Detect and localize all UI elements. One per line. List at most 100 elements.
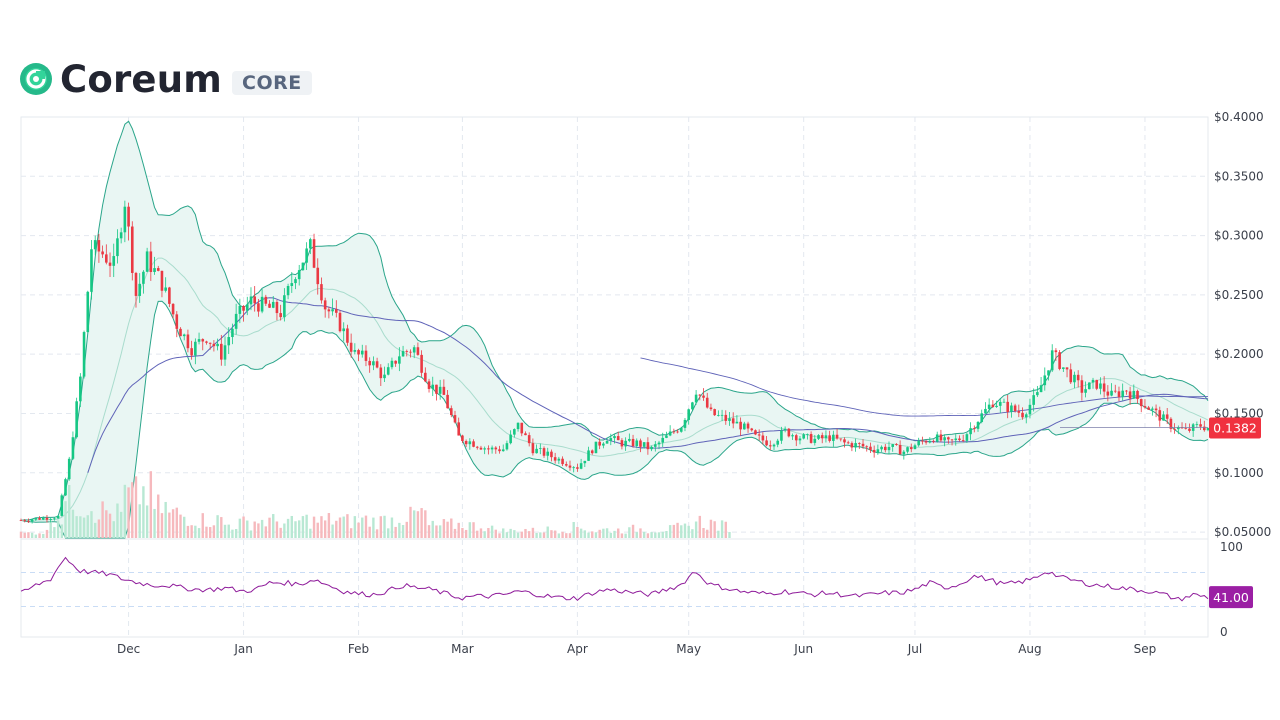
volume-bar [309, 528, 312, 538]
candle-body [264, 296, 268, 304]
current-price-value: 0.1382 [1213, 420, 1257, 435]
candle [182, 333, 186, 341]
candle-body [891, 444, 895, 447]
candle-body [969, 428, 972, 435]
candle-body [650, 446, 653, 450]
candle-body [709, 407, 713, 410]
candle [720, 409, 724, 422]
candle-body [865, 446, 869, 448]
candle-body [238, 306, 242, 314]
candle [980, 409, 984, 424]
candle-body [720, 414, 724, 416]
candle-body [67, 458, 71, 480]
candle [932, 439, 935, 444]
candle [190, 340, 193, 360]
candle [620, 438, 624, 450]
volume-bar [461, 527, 464, 538]
candle [1091, 377, 1095, 389]
price-tick-label: $0.4000 [1214, 110, 1264, 124]
candle [768, 440, 772, 451]
candle-body [1102, 383, 1106, 392]
candle [483, 446, 486, 455]
candle [750, 427, 754, 432]
candle-body [846, 442, 850, 444]
candle-body [735, 421, 739, 424]
candle-body [442, 386, 446, 395]
volume-bar [346, 514, 349, 538]
candle [520, 422, 524, 437]
candle-body [438, 386, 442, 394]
candle-body [290, 283, 294, 286]
candle [735, 415, 739, 424]
candle-body [309, 239, 312, 249]
candle-body [93, 240, 97, 250]
candle-body [898, 445, 902, 455]
candle [1110, 383, 1113, 397]
candle [546, 447, 550, 461]
candle-body [576, 467, 579, 469]
candle [757, 429, 761, 441]
candle-body [590, 450, 594, 454]
volume-bar [579, 528, 583, 538]
candle [947, 436, 950, 444]
price-tick-label: $0.05000 [1214, 525, 1271, 539]
volume-bar [82, 517, 86, 538]
candle [368, 357, 371, 373]
volume-bar [90, 511, 93, 538]
candle [791, 433, 794, 440]
candle-body [479, 447, 483, 450]
candle [850, 441, 854, 452]
candle [108, 252, 112, 278]
candle-body [216, 343, 219, 347]
volume-bar [572, 522, 575, 538]
candle [372, 356, 375, 371]
current-price-badge [1209, 417, 1261, 439]
candle-body [271, 301, 275, 308]
volume-bar [264, 526, 268, 538]
candle [869, 442, 872, 453]
candle [138, 273, 141, 303]
volume-bar [208, 527, 212, 538]
candle-body [320, 284, 323, 301]
candle-body [516, 422, 520, 430]
volume-bar [372, 517, 375, 538]
candle-body [602, 443, 605, 446]
candle [1032, 388, 1035, 412]
candle-body [1010, 405, 1013, 412]
candle-body [564, 464, 568, 466]
candle-body [616, 436, 620, 441]
candle-body [305, 248, 308, 263]
candle-body [895, 444, 898, 446]
candle-body [754, 430, 757, 435]
volume-bar [53, 527, 56, 538]
volume-bar [138, 504, 141, 538]
candle [171, 303, 175, 319]
price-tick-label: $0.1000 [1214, 466, 1264, 480]
candle [186, 329, 190, 353]
candle-body [657, 442, 661, 445]
candle-body [472, 441, 475, 447]
volume-bar [672, 524, 676, 538]
coreum-logo-icon [20, 63, 52, 95]
candle-body [1047, 370, 1050, 376]
x-tick-label: Aug [1018, 642, 1041, 656]
volume-bar [724, 521, 727, 538]
candle [1102, 376, 1106, 398]
candle-body [1069, 369, 1073, 383]
candle-body [501, 449, 505, 452]
volume-bar [665, 530, 668, 538]
candle [668, 425, 672, 437]
candle-body [286, 285, 290, 296]
volume-bar [257, 523, 260, 538]
candle [424, 367, 427, 383]
candle-body [765, 440, 768, 446]
candle [991, 400, 995, 409]
volume-bar [101, 501, 104, 538]
candle-body [64, 479, 67, 496]
candle [717, 410, 720, 417]
volume-bar [598, 529, 601, 538]
candle [772, 443, 776, 450]
candle [216, 338, 219, 351]
candle [1006, 394, 1009, 419]
